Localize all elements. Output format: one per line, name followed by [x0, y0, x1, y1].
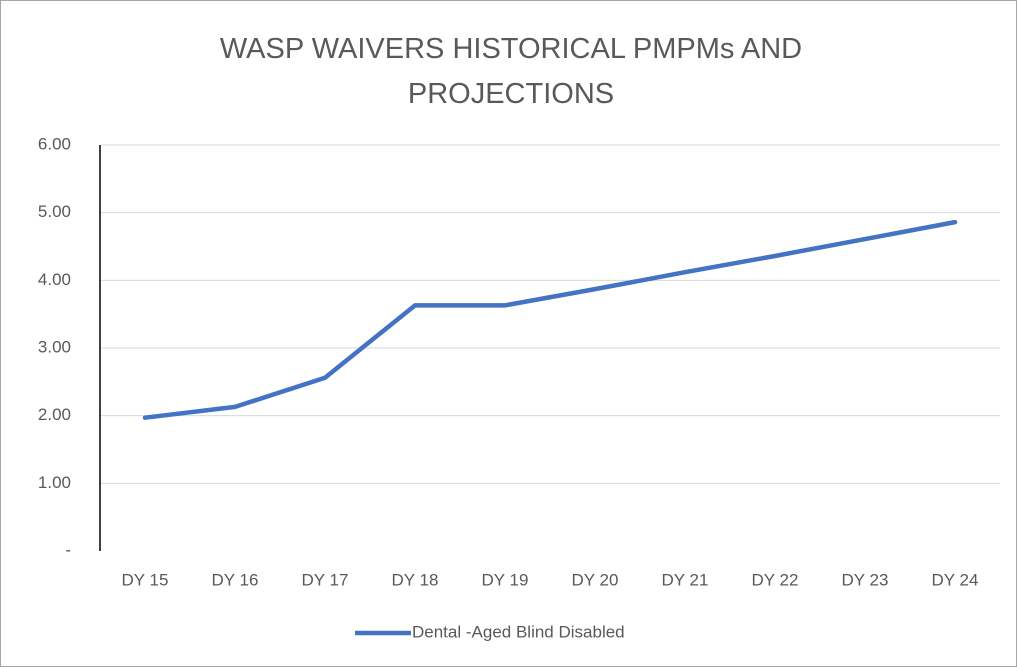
y-tick-label: 1.00 — [38, 473, 71, 492]
chart-title: WASP WAIVERS HISTORICAL PMPMs AND PROJEC… — [219, 33, 803, 110]
y-tick-label: 2.00 — [38, 405, 71, 424]
x-tick-label: DY 22 — [752, 570, 799, 589]
y-tick-label: 5.00 — [38, 202, 71, 221]
x-tick-label: DY 16 — [212, 570, 259, 589]
y-tick-label: 3.00 — [38, 337, 71, 356]
x-tick-label: DY 21 — [662, 570, 709, 589]
y-tick-label: 4.00 — [38, 270, 71, 289]
x-tick-label: DY 23 — [842, 570, 889, 589]
x-tick-label: DY 20 — [572, 570, 619, 589]
x-tick-label: DY 17 — [302, 570, 349, 589]
x-tick-label: DY 24 — [932, 570, 979, 589]
data-line — [142, 219, 958, 420]
x-tick-label: DY 19 — [482, 570, 529, 589]
y-tick-label: - — [65, 540, 71, 559]
x-tick-label: DY 15 — [122, 570, 169, 589]
y-tick-label: 6.00 — [38, 134, 71, 153]
x-tick-label: DY 18 — [392, 570, 439, 589]
legend-label: Dental -Aged Blind Disabled — [412, 622, 625, 641]
